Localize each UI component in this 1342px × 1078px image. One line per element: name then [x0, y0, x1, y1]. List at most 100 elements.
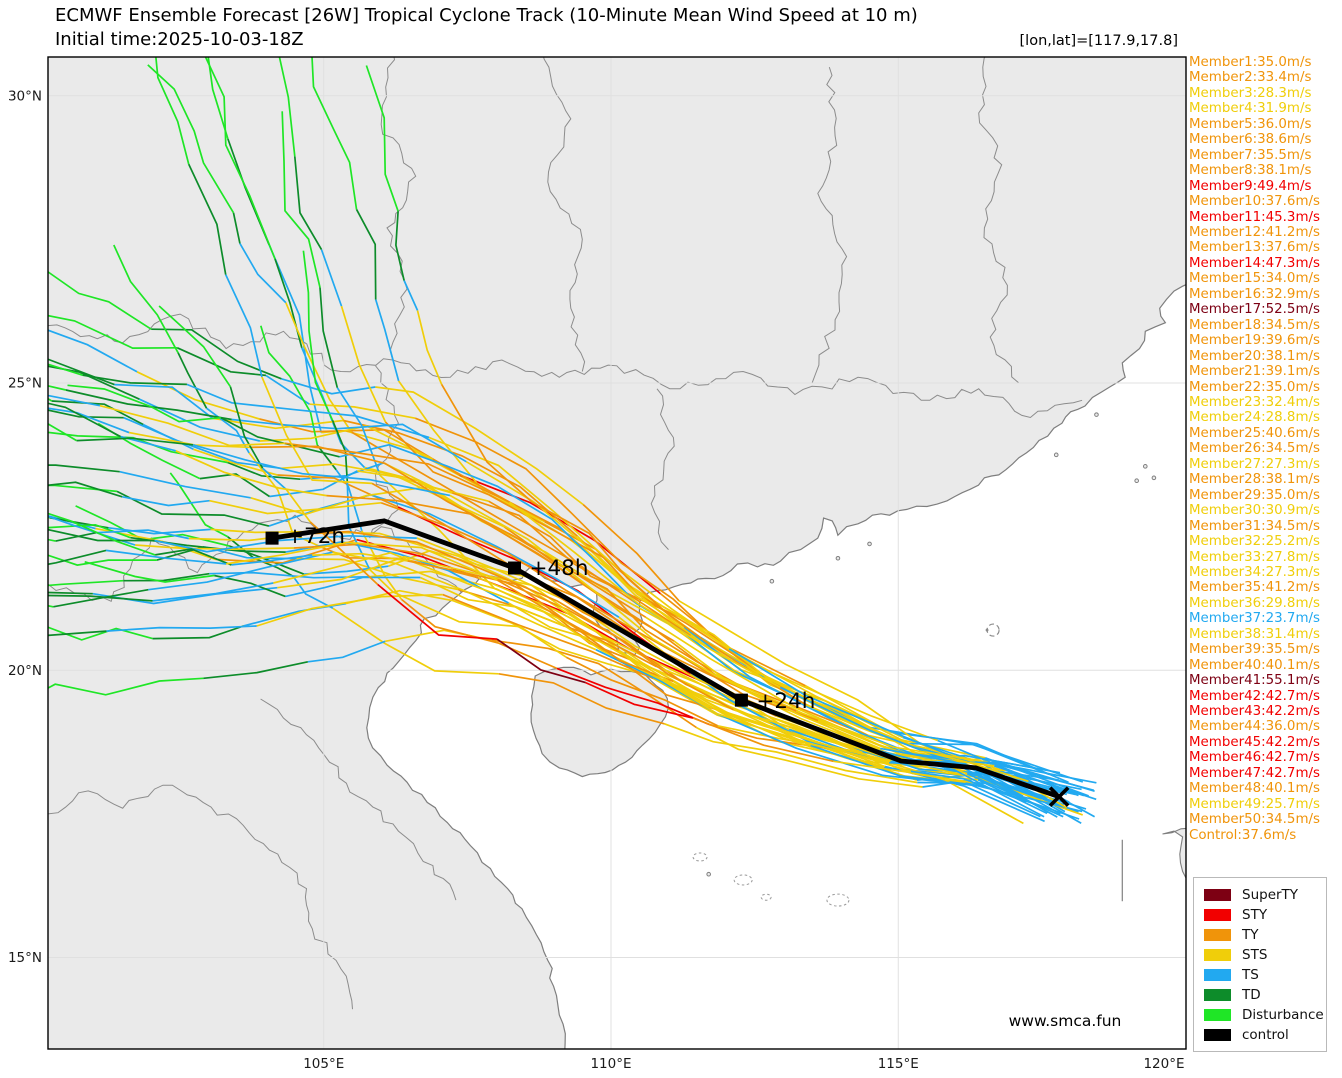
- member-list-item: Member19:39.6m/s: [1189, 333, 1320, 349]
- member-list-item: Member1:35.0m/s: [1189, 55, 1312, 70]
- member-track-segment: [367, 570, 811, 747]
- member-track-segment: [224, 274, 263, 378]
- member-track-segment: [76, 437, 193, 446]
- member-list-item: Member23:32.4m/s: [1189, 394, 1320, 410]
- member-track-segment: [395, 211, 405, 281]
- member-track-segment: [51, 400, 144, 426]
- legend-item: STS: [1204, 945, 1316, 965]
- small-island: [706, 871, 711, 877]
- member-track-segment: [123, 572, 210, 582]
- member-track-segment: [281, 377, 376, 395]
- member-track-segment: [457, 588, 716, 710]
- member-track-segment: [48, 591, 93, 595]
- member-track-segment: [556, 667, 710, 726]
- member-track-segment: [0, 483, 29, 525]
- member-track-segment: [96, 529, 189, 540]
- member-track-segment: [332, 607, 499, 675]
- member-track-segment: [158, 305, 232, 388]
- member-list-item: Member34:27.3m/s: [1189, 564, 1320, 580]
- member-track-segment: [692, 717, 834, 763]
- member-list-item: Member13:37.6m/s: [1189, 240, 1320, 256]
- member-track-segment: [377, 583, 498, 640]
- member-track-segment: [407, 560, 674, 683]
- legend-label: STS: [1242, 947, 1268, 963]
- plot-frame: [47, 56, 1187, 1050]
- member-track-segment: [565, 656, 719, 727]
- member-track-segment: [48, 402, 121, 438]
- member-track-segment: [261, 376, 373, 485]
- member-track-segment: [465, 460, 685, 628]
- member-track-segment: [229, 386, 264, 469]
- member-track-segment: [817, 719, 995, 767]
- member-track-segment: [155, 57, 190, 165]
- x-axis-tick-label: 115°E: [878, 1056, 919, 1072]
- member-list-item: Member43:42.2m/s: [1189, 704, 1320, 720]
- member-list-item: Member40:40.1m/s: [1189, 657, 1320, 673]
- member-track-segment: [297, 530, 734, 711]
- member-track-segment: [186, 383, 430, 439]
- member-track-segment: [336, 387, 381, 476]
- member-list-item: Member27:27.3m/s: [1189, 456, 1320, 472]
- member-track-segment: [48, 464, 120, 473]
- member-list-item: Member24:28.8m/s: [1189, 410, 1320, 426]
- forecast-hour-label: +72h: [286, 524, 345, 549]
- member-track-segment: [965, 781, 1041, 818]
- small-island: [769, 578, 775, 584]
- member-list-item: Member37:23.7m/s: [1189, 611, 1320, 627]
- member-track-segment: [82, 374, 187, 386]
- y-axis-tick-label: 15°N: [8, 950, 42, 966]
- member-list-item: Member18:34.5m/s: [1189, 317, 1320, 333]
- member-list-item: Member50:34.5m/s: [1189, 812, 1320, 828]
- member-track-segment: [307, 640, 386, 663]
- legend-item: control: [1204, 1025, 1316, 1045]
- legend-label: control: [1242, 1027, 1289, 1043]
- member-track-segment: [48, 604, 54, 608]
- member-track-segment: [48, 365, 140, 400]
- legend-swatch: [1204, 949, 1231, 961]
- member-list-item: Member9:49.4m/s: [1189, 178, 1312, 194]
- member-track-segment: [212, 417, 344, 430]
- small-island: [867, 541, 872, 547]
- member-track-segment: [440, 383, 807, 706]
- member-track-segment: [232, 212, 241, 244]
- small-island: [835, 555, 841, 561]
- member-track-segment: [239, 242, 287, 304]
- member-list-item: Member47:42.7m/s: [1189, 765, 1320, 781]
- member-track-segment: [316, 444, 337, 471]
- member-list-item: Member42:42.7m/s: [1189, 688, 1320, 704]
- atoll-outline: [760, 893, 772, 901]
- province-border: [650, 388, 675, 550]
- forecast-hour-label: +24h: [756, 689, 815, 714]
- province-border: [48, 784, 353, 1010]
- legend-label: STY: [1242, 907, 1268, 923]
- member-track-segment: [285, 488, 311, 523]
- member-track-segment: [343, 419, 578, 537]
- member-track-segment: [209, 571, 369, 579]
- member-list-item: Member3:28.3m/s: [1189, 85, 1312, 101]
- small-island: [1053, 452, 1059, 458]
- member-track-segment: [285, 442, 510, 503]
- member-track-segment: [0, 318, 26, 322]
- member-track-segment: [285, 302, 353, 433]
- member-track-segment: [281, 111, 321, 288]
- member-track-segment: [369, 568, 567, 658]
- legend-item: TS: [1204, 965, 1316, 985]
- pratas-reef: [986, 623, 1000, 637]
- member-track-segment: [204, 57, 276, 260]
- member-track-segment: [910, 770, 1027, 803]
- legend-item: Disturbance: [1204, 1005, 1324, 1025]
- member-list-item: Member20:38.1m/s: [1189, 348, 1320, 364]
- member-track-segment: [250, 445, 647, 619]
- member-list-item: Member6:38.6m/s: [1189, 132, 1312, 148]
- member-track-segment: [48, 314, 178, 349]
- member-track-segment: [0, 328, 36, 365]
- member-track-segment: [278, 57, 296, 157]
- member-track-segment: [48, 538, 56, 542]
- member-track-segment: [152, 625, 244, 640]
- member-track-segment: [113, 244, 179, 354]
- member-track-segment: [400, 598, 558, 670]
- member-track-segment: [0, 527, 2, 576]
- small-island: [1134, 478, 1139, 483]
- member-track-segment: [365, 65, 399, 212]
- member-track-segment: [498, 672, 665, 725]
